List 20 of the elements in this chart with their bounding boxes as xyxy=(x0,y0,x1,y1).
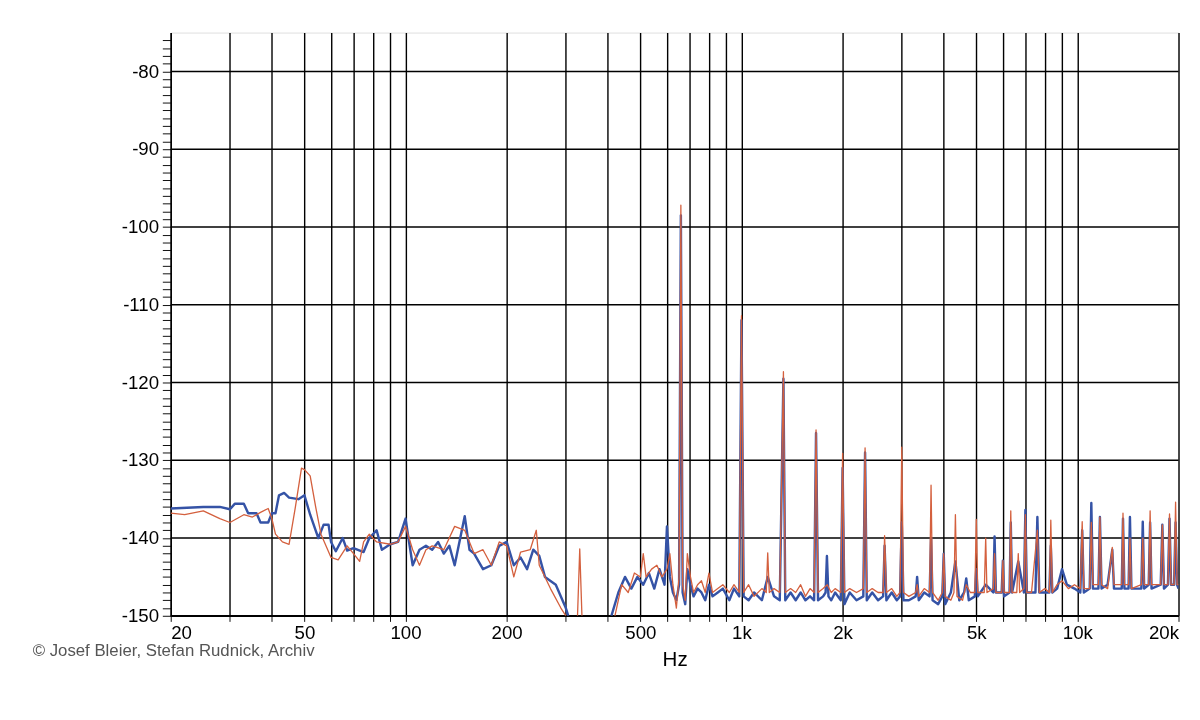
x-tick-label: 50 xyxy=(294,621,316,643)
x-tick-label: 20k xyxy=(1148,621,1180,643)
x-tick-label: 500 xyxy=(625,621,657,643)
x-tick-label: 100 xyxy=(390,621,422,643)
text: © Josef Bleier, Stefan Rudnick, Archiv xyxy=(32,640,316,660)
y-tick-label: -130 xyxy=(121,449,160,471)
x-tick-label: 5k xyxy=(966,621,988,643)
x-tick-label: 10k xyxy=(1062,621,1094,643)
x-tick-label: 2k xyxy=(833,621,854,643)
x-tick-label: 1k xyxy=(732,621,753,643)
y-tick-label: -120 xyxy=(121,371,160,393)
x-tick-label: 20 xyxy=(171,621,192,643)
y-tick-label: -140 xyxy=(121,527,160,549)
y-tick-label: -80 xyxy=(132,60,160,82)
y-tick-label: -150 xyxy=(121,604,160,626)
y-tick-label: -110 xyxy=(123,293,160,315)
x-axis-title: Hz xyxy=(662,646,688,670)
y-tick-label: -100 xyxy=(121,216,160,238)
y-tick-label: -90 xyxy=(132,138,160,160)
x-tick-label: 200 xyxy=(491,621,523,643)
